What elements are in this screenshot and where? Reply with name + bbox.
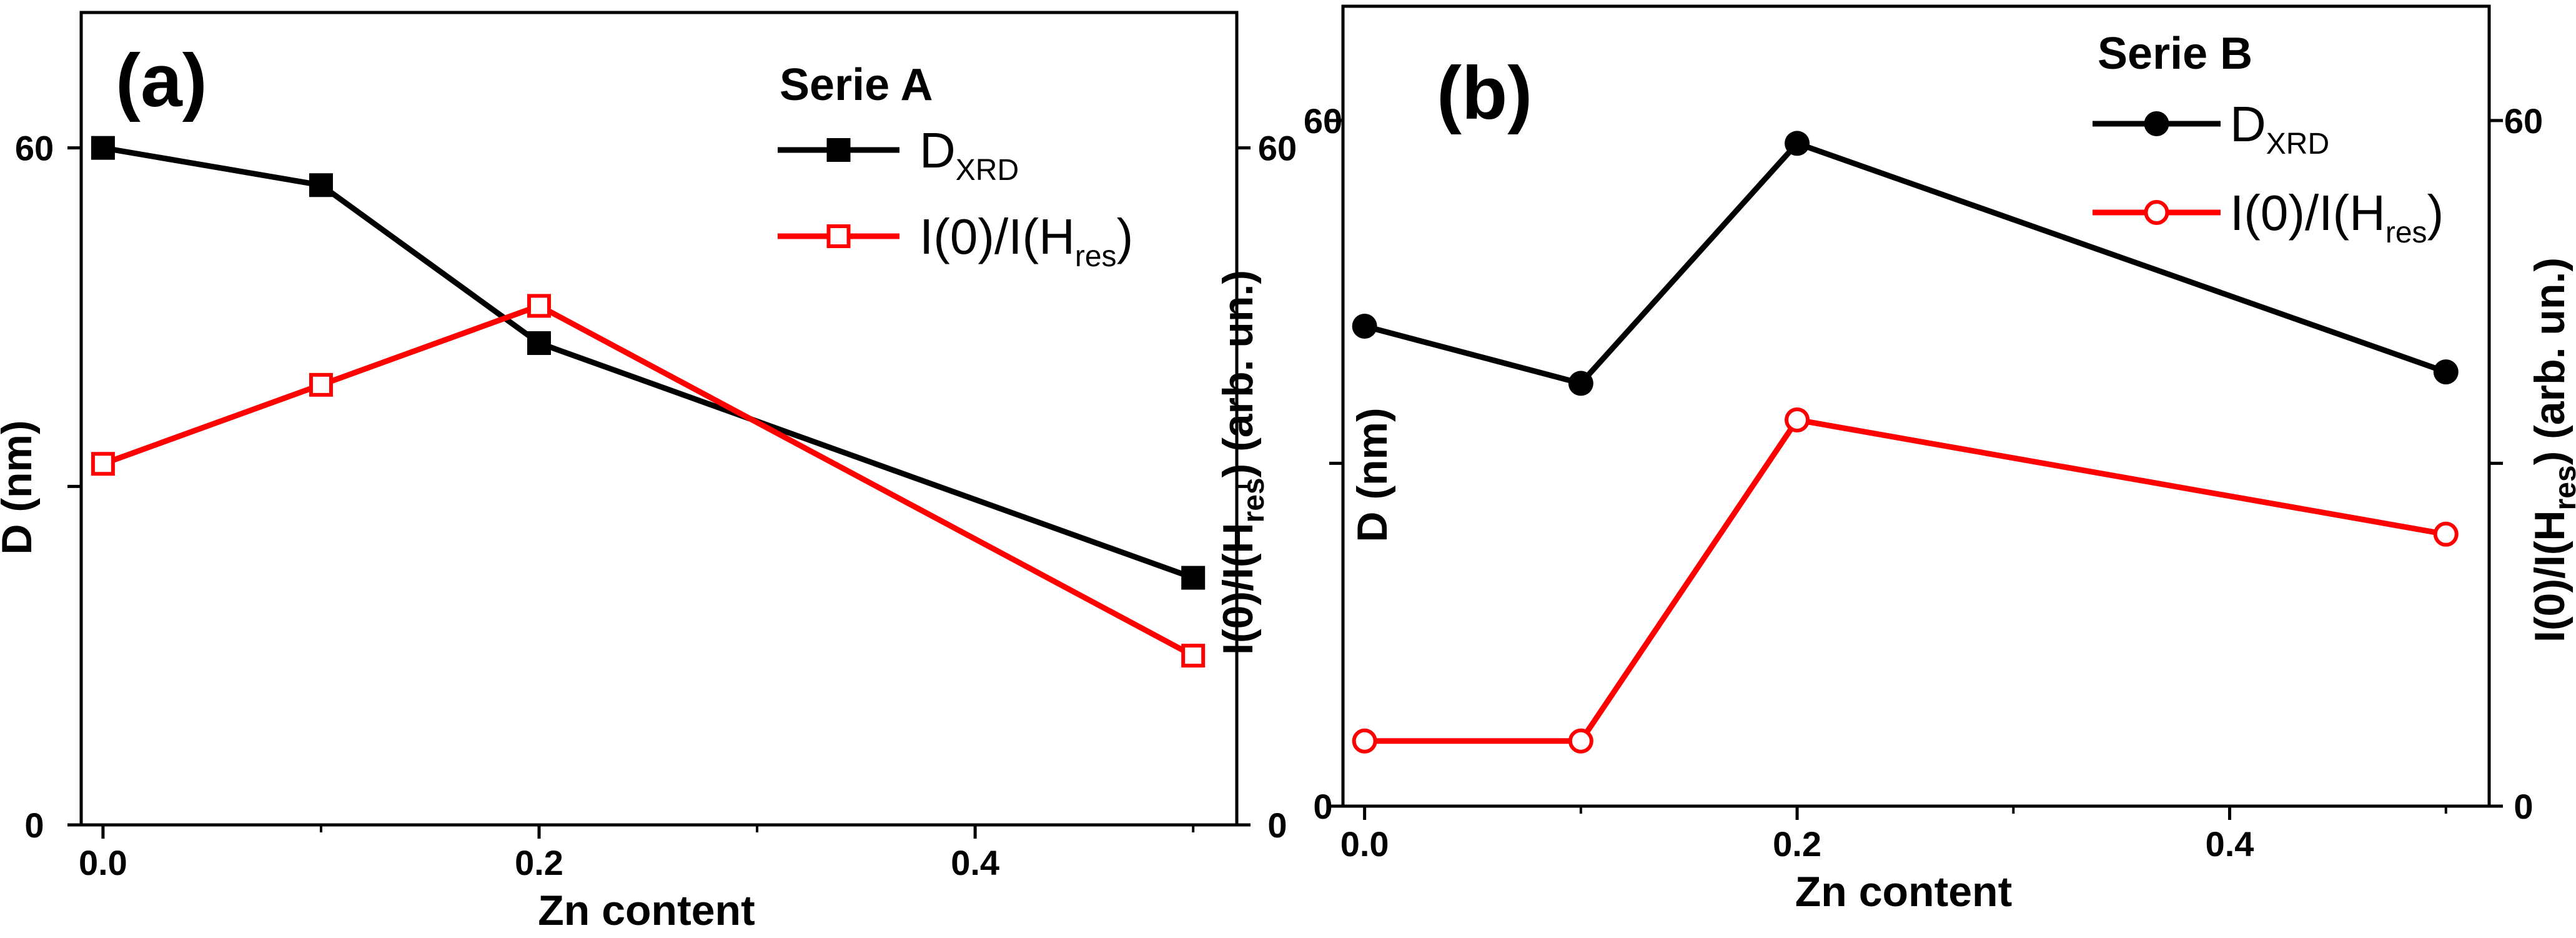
y-right-title-sub: res	[2549, 465, 2576, 510]
y-right-title-main: I(0)/I(H	[1214, 522, 1262, 655]
legend-label-tail: )	[2427, 185, 2444, 241]
y-right-axis-title: I(0)/I(Hres) (arb. un.)	[1214, 270, 1271, 655]
legend-label-sub: res	[2385, 216, 2427, 249]
y-right-title-sub: res	[1237, 477, 1271, 522]
data-point	[527, 294, 552, 318]
legend-label: DXRD	[2230, 96, 2329, 161]
data-point	[309, 372, 333, 397]
y-right-tick-label: 60	[1258, 129, 1297, 168]
y-right-tick-label: 0	[2514, 787, 2533, 826]
legend-label: I(0)/I(Hres)	[919, 209, 1133, 273]
legend-label-main: D	[2230, 96, 2266, 152]
y-left-tick-label: 0	[24, 806, 44, 845]
plot-frame	[79, 11, 1239, 827]
series-line-0	[102, 145, 1194, 581]
x-tick-label: 0.0	[1340, 824, 1389, 864]
y-right-tick-label: 0	[1267, 806, 1287, 845]
x-tick-label: 0.4	[951, 843, 999, 882]
y-left-tick-label: 0	[1313, 787, 1332, 826]
x-axis-title: Zn content	[1795, 868, 2013, 916]
data-point	[1352, 728, 1377, 754]
legend-label-main: I(0)/I(H	[2230, 185, 2385, 241]
series-line-1	[1364, 417, 2447, 744]
series-line-1	[102, 302, 1195, 659]
legend: Serie A DXRD I(0)/I(Hres)	[778, 60, 1133, 273]
x-tick-label: 0.2	[1773, 824, 1821, 864]
y-right-title-tail: ) (arb. un.)	[1214, 270, 1262, 477]
y-right-title-tail: ) (arb. un.)	[2526, 257, 2574, 465]
y-right-axis-title: I(0)/I(Hres) (arb. un.)	[2526, 257, 2576, 642]
legend-label-sub: XRD	[2266, 127, 2329, 161]
panel-label: (a)	[116, 39, 207, 122]
data-point	[1568, 371, 1593, 396]
legend-marker	[2144, 111, 2169, 136]
y-left-axis-title: D (nm)	[0, 420, 41, 554]
y-left-axis-title: D (nm)	[1349, 407, 1396, 542]
legend-label-sub: res	[1075, 240, 1117, 273]
data-point	[2433, 521, 2459, 547]
legend: Serie B DXRD I(0)/I(Hres)	[2093, 29, 2444, 249]
y-left-tick-label: 60	[1304, 101, 1342, 141]
legend-marker	[826, 224, 851, 248]
data-point	[1568, 728, 1593, 754]
legend-label: DXRD	[919, 122, 1019, 187]
data-point	[1785, 131, 1810, 156]
legend-marker	[2144, 200, 2169, 225]
data-point	[2433, 359, 2459, 385]
legend-label-main: I(0)/I(H	[919, 209, 1075, 264]
y-right-tick-label: 60	[2504, 101, 2543, 141]
data-point	[1181, 644, 1206, 668]
x-axis-title: Zn content	[538, 887, 755, 934]
legend-label-tail: )	[1117, 209, 1134, 264]
data-point	[91, 452, 115, 476]
data-point	[1352, 314, 1377, 339]
legend-label-main: D	[919, 122, 956, 178]
data-point	[1785, 407, 1810, 432]
x-tick-label: 0.0	[79, 843, 127, 882]
y-left-tick-label: 60	[15, 129, 54, 168]
x-tick-label: 0.2	[515, 843, 563, 882]
legend-title: Serie B	[2098, 29, 2252, 79]
legend-label: I(0)/I(Hres)	[2230, 185, 2444, 249]
legend-marker	[826, 138, 851, 162]
legend-title: Serie A	[780, 60, 933, 110]
data-point	[527, 331, 552, 356]
plot-frame	[1341, 4, 2491, 808]
legend-label-sub: XRD	[956, 154, 1019, 187]
x-tick-label: 0.4	[2206, 824, 2254, 864]
data-point	[309, 173, 333, 197]
y-right-title-main: I(0)/I(H	[2526, 510, 2574, 642]
series-line-0	[1364, 140, 2447, 387]
panel-label: (b)	[1437, 51, 1532, 135]
data-point	[1181, 566, 1206, 590]
data-point	[91, 136, 115, 160]
